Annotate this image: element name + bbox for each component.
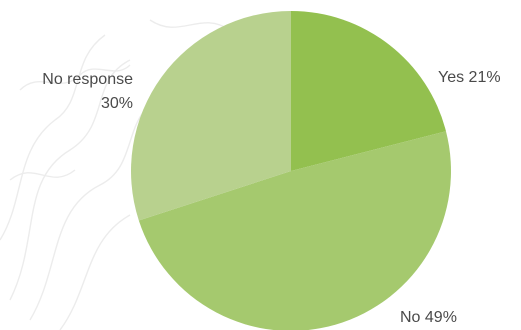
pie-slice-no-response [130, 11, 291, 221]
background-pattern [0, 19, 231, 330]
pie-label-yes: Yes 21% [438, 69, 501, 86]
pie-slice-no [138, 131, 451, 330]
pie-label-no: No 49% [400, 309, 457, 326]
pie-label-no-response: No response 30% [42, 71, 133, 112]
pie-slice-yes [291, 11, 446, 171]
pie-labels: Yes 21% No 49% No response 30% [42, 69, 500, 326]
pie-slices [130, 11, 451, 330]
